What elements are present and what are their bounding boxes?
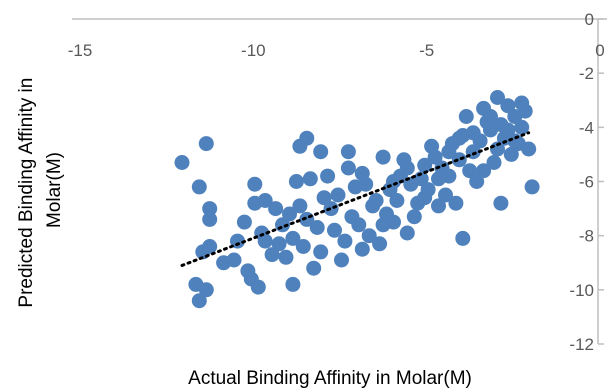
data-point (271, 236, 287, 252)
data-point (469, 174, 485, 189)
data-point (438, 187, 453, 203)
data-point (389, 193, 405, 208)
data-point (514, 119, 530, 135)
data-point (320, 168, 336, 184)
data-point (399, 225, 415, 241)
data-point (323, 201, 339, 217)
data-point (476, 163, 492, 179)
data-point (483, 109, 498, 124)
data-point (264, 247, 280, 263)
data-point (282, 206, 297, 222)
data-point (372, 236, 388, 252)
axes: -15 -10 -5 0 0-2-4-6-8-10-12 (68, 10, 607, 354)
data-point (337, 233, 353, 249)
y-axis-title-line2: Molar(M) (44, 152, 65, 228)
y-tick-label: -4 (579, 118, 594, 137)
data-point (309, 220, 325, 235)
data-point (306, 260, 322, 276)
trendline (180, 131, 531, 267)
data-point (451, 152, 467, 168)
data-point (268, 201, 284, 217)
data-point (406, 209, 422, 225)
data-point (230, 233, 245, 249)
data-point (361, 228, 377, 244)
y-tick-label: -6 (579, 173, 594, 192)
data-point (285, 276, 301, 292)
data-point (344, 209, 360, 225)
data-point (462, 163, 478, 179)
data-point (514, 95, 530, 111)
data-point (191, 293, 207, 309)
data-point (458, 109, 474, 124)
data-point (431, 198, 446, 214)
data-point (441, 144, 457, 160)
data-point (198, 282, 214, 298)
data-point (399, 160, 415, 176)
y-tick-label: 0 (585, 10, 594, 29)
data-point (490, 90, 505, 105)
data-point (427, 149, 443, 165)
data-point (285, 230, 301, 246)
data-point (524, 179, 540, 195)
data-point (191, 179, 207, 195)
data-point (503, 146, 519, 162)
data-point (500, 122, 516, 138)
x-tick-label: -10 (241, 41, 266, 60)
y-tick-label: -8 (579, 227, 594, 246)
data-point (417, 157, 433, 173)
data-point (236, 214, 252, 230)
data-point (295, 239, 311, 254)
y-ticks: 0-2-4-6-8-10-12 (569, 10, 604, 354)
data-point (368, 193, 384, 208)
data-point (302, 171, 318, 187)
data-point (316, 190, 332, 206)
data-point (486, 155, 502, 170)
data-point (299, 211, 315, 227)
data-point (354, 241, 370, 257)
data-point (493, 195, 509, 211)
x-ticks: -15 -10 -5 0 (68, 41, 605, 60)
data-point (174, 155, 190, 170)
data-point (250, 279, 266, 295)
data-point (299, 130, 315, 146)
y-axis-title-line1: Predicted Binding Affinity in (16, 78, 37, 308)
data-point (448, 195, 464, 211)
data-point (226, 252, 242, 268)
data-point (257, 193, 273, 208)
data-point (202, 239, 218, 254)
data-point (465, 125, 481, 141)
data-point (451, 130, 467, 146)
data-point (247, 176, 263, 192)
data-point (288, 174, 304, 189)
data-point (202, 201, 218, 217)
trendline-group (180, 131, 531, 267)
data-point (340, 144, 356, 160)
x-tick-label: 0 (595, 41, 604, 60)
x-tick-label: -5 (419, 41, 434, 60)
y-tick-label: -2 (579, 64, 594, 83)
y-tick-label: -10 (569, 281, 594, 300)
data-point (455, 230, 471, 246)
data-point (327, 222, 342, 238)
data-point (292, 198, 308, 214)
data-point (358, 176, 374, 192)
data-point (334, 252, 349, 268)
data-point (202, 211, 218, 227)
data-point (417, 190, 433, 206)
data-point (500, 98, 516, 114)
x-tick-label: -15 (68, 41, 93, 60)
x-axis-title: Actual Binding Affinity in Molar(M) (188, 368, 472, 389)
data-point (313, 244, 329, 260)
data-point (340, 160, 356, 176)
data-point (313, 144, 329, 160)
data-point (441, 168, 457, 184)
data-point (375, 149, 391, 165)
y-tick-label: -12 (569, 335, 594, 354)
y-axis-title: Predicted Binding Affinity in Molar(M) (16, 72, 65, 307)
data-point (375, 217, 391, 233)
data-point (330, 187, 346, 203)
data-point (198, 136, 214, 152)
data-point (278, 249, 294, 265)
